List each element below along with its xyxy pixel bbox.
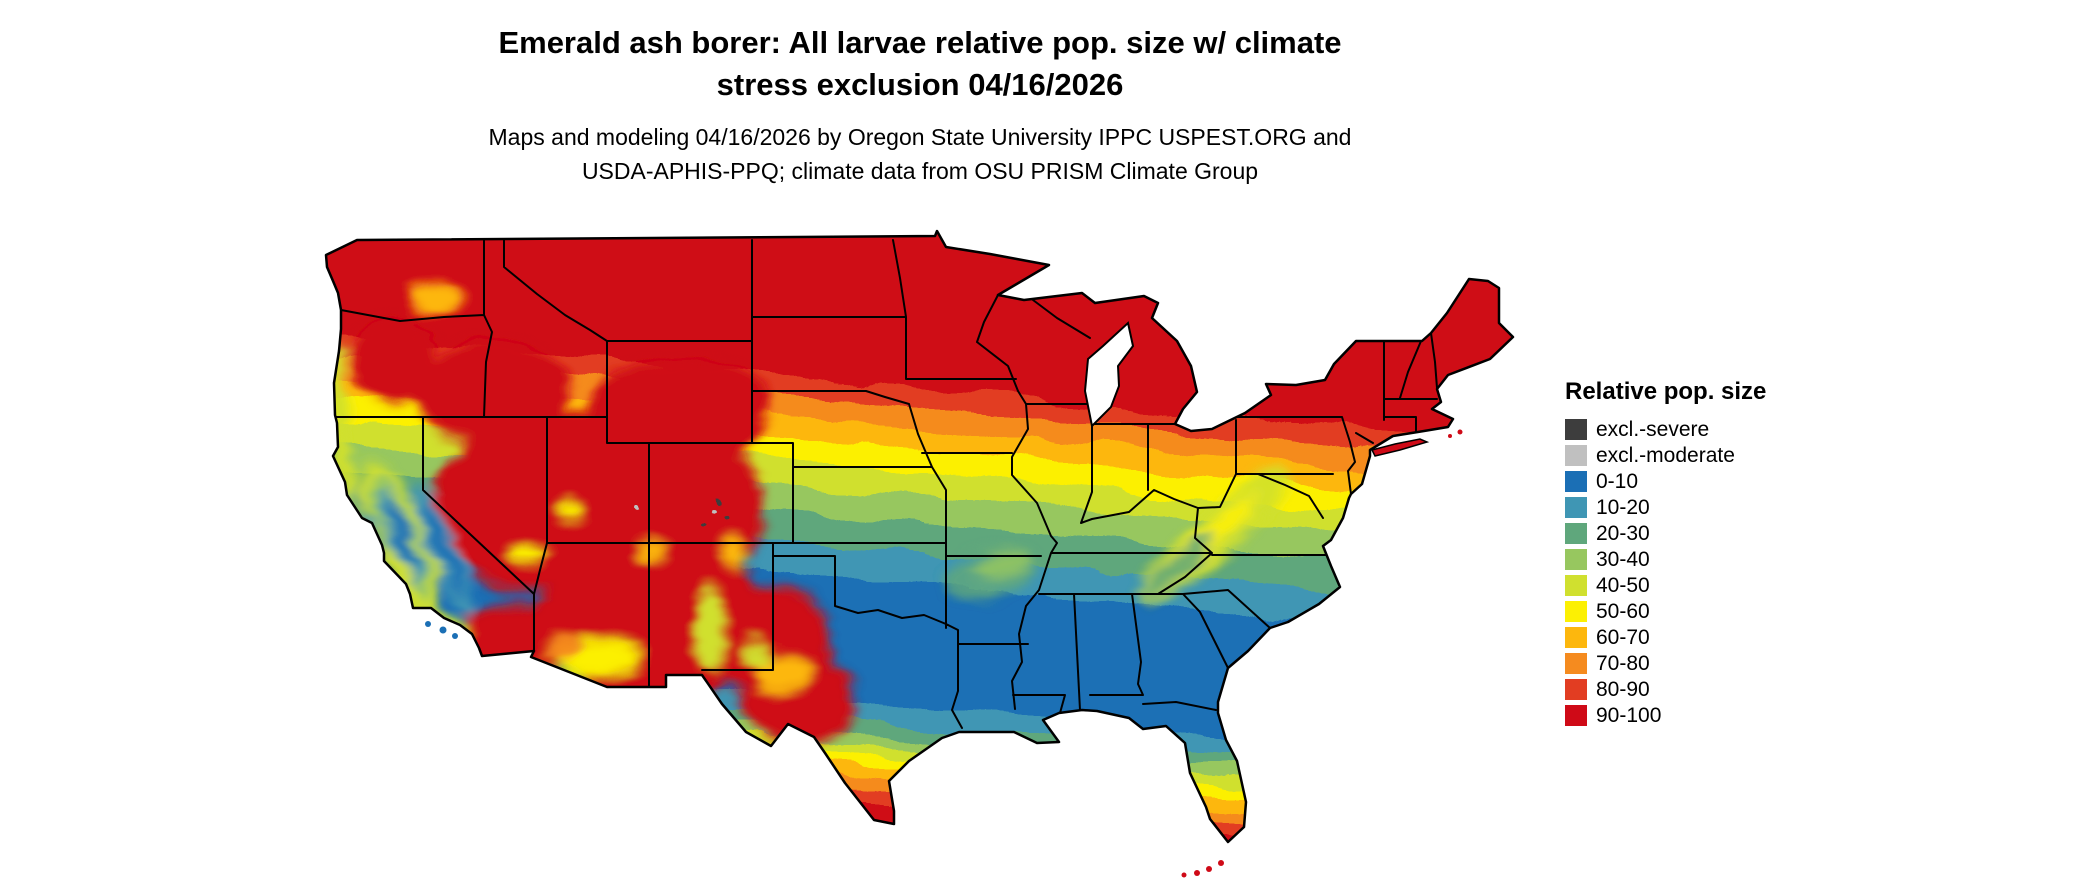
legend-swatch [1565,522,1587,544]
florida-key [1181,872,1187,878]
nantucket [1457,429,1463,435]
legend-swatch [1565,444,1587,466]
legend-item: 10-20 [1565,494,1885,520]
legend-label: 20-30 [1596,521,1650,545]
offshore-islands [425,429,1463,878]
marthas-vineyard [1448,434,1452,438]
us-population-map [300,222,1530,878]
legend-items: excl.-severe excl.-moderate 0-10 10-20 2… [1565,416,1885,728]
legend: Relative pop. size excl.-severe excl.-mo… [1565,378,1885,728]
subtitle-line1: Maps and modeling 04/16/2026 by Oregon S… [488,124,1352,150]
subtitle-block: Maps and modeling 04/16/2026 by Oregon S… [270,120,1570,188]
legend-item: 80-90 [1565,676,1885,702]
florida-key [1194,870,1200,876]
legend-item: excl.-moderate [1565,442,1885,468]
population-raster [326,231,1513,842]
title-block: Emerald ash borer: All larvae relative p… [270,22,1570,188]
legend-swatch [1565,626,1587,648]
legend-item: excl.-severe [1565,416,1885,442]
legend-label: excl.-moderate [1596,443,1735,467]
legend-label: 70-80 [1596,651,1650,675]
channel-island [425,621,431,627]
legend-item: 60-70 [1565,624,1885,650]
legend-item: 90-100 [1565,702,1885,728]
florida-key [1218,860,1224,866]
legend-label: 60-70 [1596,625,1650,649]
legend-label: 40-50 [1596,573,1650,597]
page-title-line1: Emerald ash borer: All larvae relative p… [498,25,1342,60]
legend-item: 70-80 [1565,650,1885,676]
legend-swatch [1565,548,1587,570]
legend-label: 50-60 [1596,599,1650,623]
legend-swatch [1565,574,1587,596]
legend-item: 30-40 [1565,546,1885,572]
legend-label: 0-10 [1596,469,1639,493]
exclusion-specks [637,495,731,527]
legend-label: excl.-severe [1596,417,1710,441]
long-island [1370,438,1430,457]
us-map-svg [324,229,1515,878]
lake-michigan [1083,321,1135,429]
state-borders [333,239,1438,729]
legend-label: 10-20 [1596,495,1650,519]
legend-title: Relative pop. size [1565,378,1767,405]
legend-label: 80-90 [1596,677,1650,701]
legend-swatch [1565,704,1587,726]
legend-swatch [1565,418,1587,440]
legend-item: 0-10 [1565,468,1885,494]
subtitle-line2: USDA-APHIS-PPQ; climate data from OSU PR… [581,158,1259,184]
channel-island [439,626,447,634]
channel-island [452,633,458,639]
legend-swatch [1565,678,1587,700]
legend-swatch [1565,652,1587,674]
legend-label: 90-100 [1596,703,1662,727]
page-title-line2: stress exclusion 04/16/2026 [716,67,1124,102]
legend-item: 20-30 [1565,520,1885,546]
legend-swatch [1565,470,1587,492]
legend-label: 30-40 [1596,547,1650,571]
florida-key [1206,866,1212,872]
legend-swatch [1565,600,1587,622]
legend-item: 50-60 [1565,598,1885,624]
raster-layer [326,231,1513,842]
legend-item: 40-50 [1565,572,1885,598]
us-outline [324,229,1515,844]
legend-swatch [1565,496,1587,518]
